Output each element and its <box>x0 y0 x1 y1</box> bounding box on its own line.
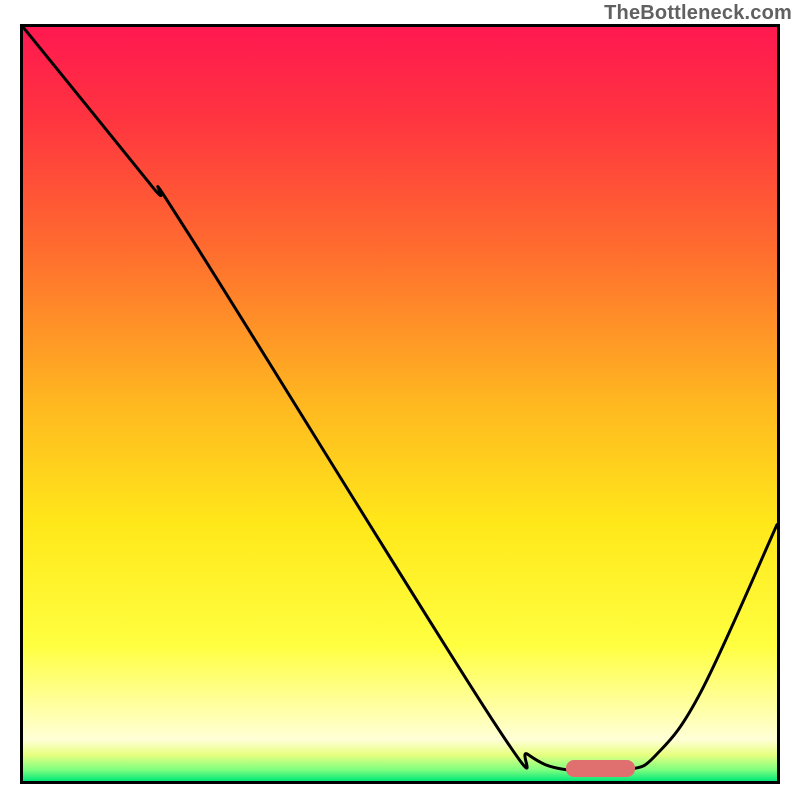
bottleneck-curve <box>23 27 777 781</box>
optimal-range-marker <box>566 760 634 777</box>
bottleneck-chart <box>20 24 780 784</box>
attribution-text: TheBottleneck.com <box>604 2 792 25</box>
